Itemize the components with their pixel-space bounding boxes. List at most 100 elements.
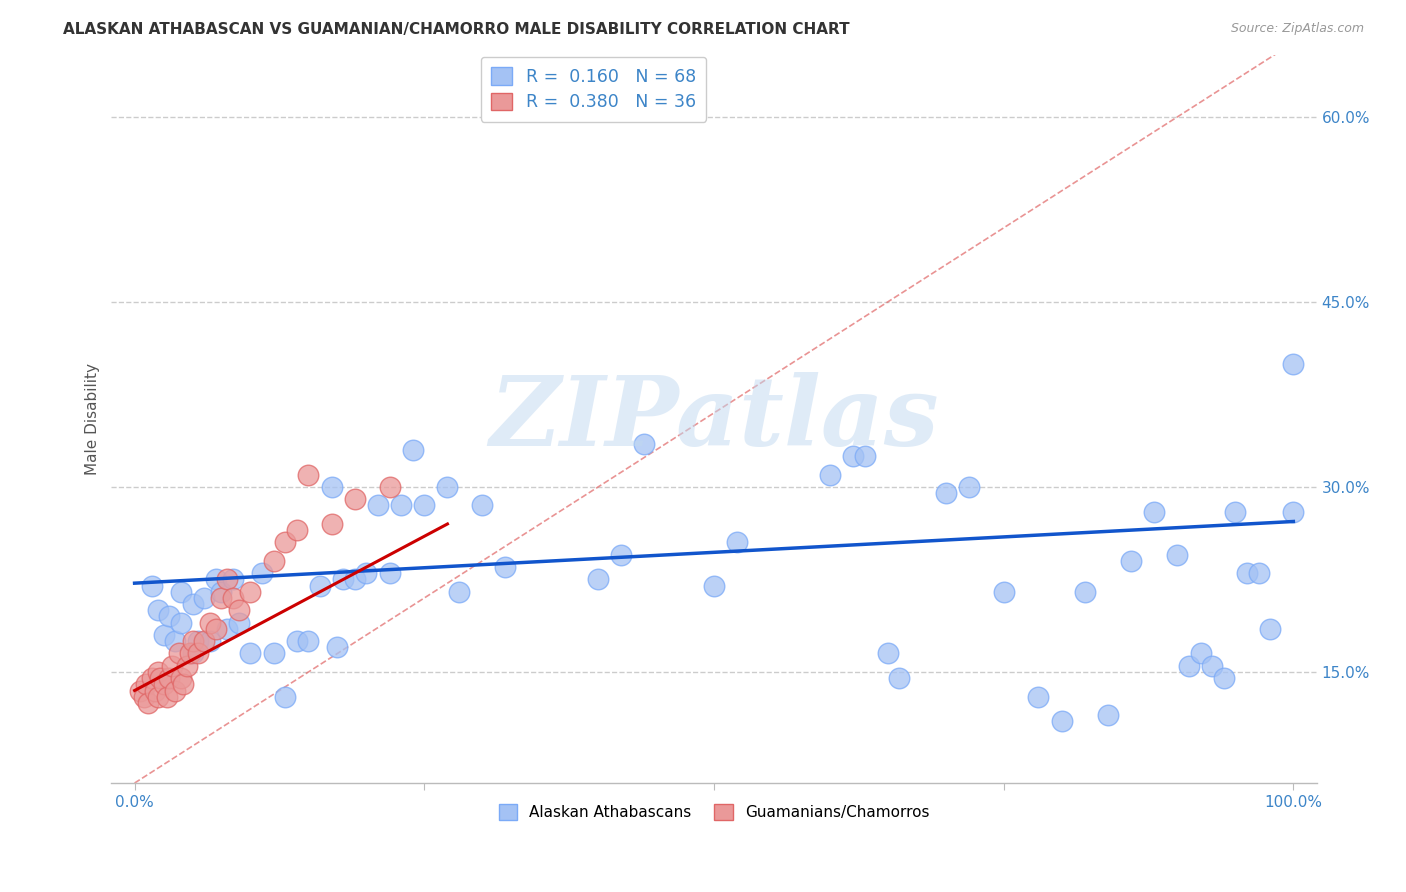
Point xyxy=(1212,671,1234,685)
Point xyxy=(170,584,193,599)
Legend: Alaskan Athabascans, Guamanians/Chamorros: Alaskan Athabascans, Guamanians/Chamorro… xyxy=(492,798,935,826)
Point xyxy=(993,584,1015,599)
Point xyxy=(436,480,458,494)
Point xyxy=(1097,708,1119,723)
Point xyxy=(165,683,187,698)
Point xyxy=(1247,566,1270,581)
Point xyxy=(198,615,221,630)
Point xyxy=(132,690,155,704)
Point xyxy=(211,584,233,599)
Point xyxy=(367,499,389,513)
Point xyxy=(1189,647,1212,661)
Point xyxy=(378,566,401,581)
Point xyxy=(586,573,609,587)
Point xyxy=(217,573,239,587)
Point xyxy=(228,615,250,630)
Point xyxy=(1166,548,1188,562)
Point xyxy=(204,622,226,636)
Point xyxy=(285,634,308,648)
Point xyxy=(321,480,343,494)
Point xyxy=(1050,714,1073,729)
Point xyxy=(129,683,152,698)
Point xyxy=(842,449,865,463)
Point xyxy=(179,647,201,661)
Point xyxy=(297,467,319,482)
Point xyxy=(157,609,180,624)
Point xyxy=(356,566,378,581)
Point xyxy=(876,647,898,661)
Point xyxy=(1143,505,1166,519)
Point xyxy=(187,647,209,661)
Point xyxy=(165,634,187,648)
Point xyxy=(633,436,655,450)
Point xyxy=(471,499,494,513)
Point xyxy=(204,573,226,587)
Point xyxy=(135,677,157,691)
Point xyxy=(343,492,366,507)
Point xyxy=(222,573,245,587)
Point xyxy=(343,573,366,587)
Point xyxy=(152,628,174,642)
Point xyxy=(1225,505,1247,519)
Y-axis label: Male Disability: Male Disability xyxy=(86,363,100,475)
Point xyxy=(1028,690,1050,704)
Text: ZIPatlas: ZIPatlas xyxy=(489,372,939,467)
Point xyxy=(181,634,204,648)
Point xyxy=(285,523,308,537)
Point xyxy=(853,449,876,463)
Point xyxy=(146,665,169,679)
Point xyxy=(889,671,911,685)
Point xyxy=(447,584,470,599)
Point xyxy=(172,677,194,691)
Point xyxy=(389,499,412,513)
Point xyxy=(413,499,436,513)
Point xyxy=(378,480,401,494)
Point xyxy=(263,647,285,661)
Point xyxy=(1178,658,1201,673)
Point xyxy=(193,634,215,648)
Point xyxy=(222,591,245,605)
Point xyxy=(211,591,233,605)
Point xyxy=(156,690,179,704)
Point xyxy=(321,516,343,531)
Point xyxy=(181,597,204,611)
Point xyxy=(1282,505,1305,519)
Point xyxy=(152,677,174,691)
Point xyxy=(146,603,169,617)
Point xyxy=(149,671,172,685)
Point xyxy=(1074,584,1097,599)
Point xyxy=(170,671,193,685)
Point xyxy=(957,480,980,494)
Point xyxy=(1121,554,1143,568)
Point xyxy=(198,634,221,648)
Point xyxy=(610,548,633,562)
Point xyxy=(250,566,273,581)
Point xyxy=(160,658,183,673)
Point xyxy=(1282,357,1305,371)
Point xyxy=(239,584,262,599)
Point xyxy=(167,647,190,661)
Point xyxy=(263,554,285,568)
Point xyxy=(146,690,169,704)
Point xyxy=(274,535,297,549)
Point xyxy=(187,634,209,648)
Point xyxy=(703,579,725,593)
Point xyxy=(935,486,957,500)
Point xyxy=(176,658,198,673)
Point xyxy=(145,683,167,698)
Point xyxy=(181,647,204,661)
Point xyxy=(725,535,748,549)
Point xyxy=(1258,622,1281,636)
Text: ALASKAN ATHABASCAN VS GUAMANIAN/CHAMORRO MALE DISABILITY CORRELATION CHART: ALASKAN ATHABASCAN VS GUAMANIAN/CHAMORRO… xyxy=(63,22,849,37)
Point xyxy=(309,579,332,593)
Point xyxy=(193,591,215,605)
Point xyxy=(157,671,180,685)
Point xyxy=(141,579,163,593)
Point xyxy=(217,622,239,636)
Point xyxy=(138,696,160,710)
Text: Source: ZipAtlas.com: Source: ZipAtlas.com xyxy=(1230,22,1364,36)
Point xyxy=(326,640,349,655)
Point xyxy=(332,573,354,587)
Point xyxy=(274,690,297,704)
Point xyxy=(402,442,425,457)
